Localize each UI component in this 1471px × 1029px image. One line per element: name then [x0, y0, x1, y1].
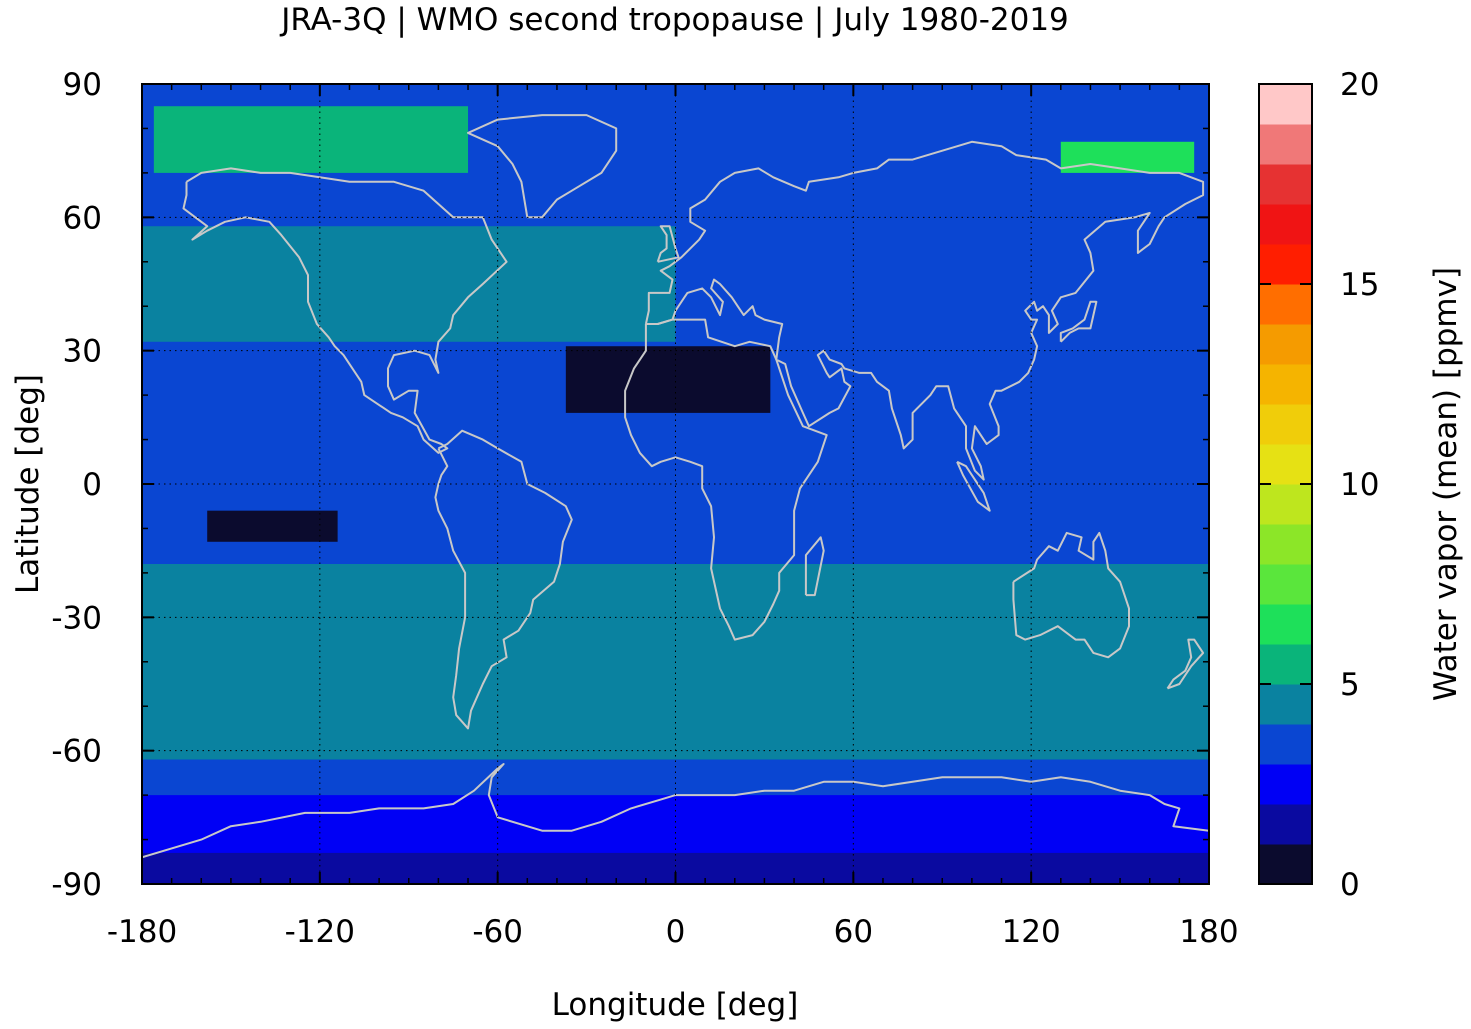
- x-tick-label: -120: [285, 914, 355, 950]
- coastline-10: [656, 225, 680, 263]
- x-tick-label: 60: [834, 914, 873, 950]
- y-tick-label: 90: [63, 67, 102, 103]
- coastline-2: [624, 318, 828, 641]
- colorbar-bin: [1259, 204, 1312, 245]
- coastline-9: [1059, 300, 1098, 343]
- colorbar-bin: [1259, 764, 1312, 805]
- y-tick-label: -60: [51, 734, 102, 770]
- colorbar-bin: [1259, 404, 1312, 445]
- y-tick-label: -30: [51, 600, 102, 636]
- field-region-sahara-dry-patch: [565, 346, 771, 413]
- coastline-3: [644, 140, 1205, 481]
- coastline-0: [182, 167, 508, 454]
- colorbar-bin: [1259, 804, 1312, 845]
- colorbar-bin: [1259, 604, 1312, 645]
- colorbar-bin: [1259, 484, 1312, 525]
- colorbar: [1258, 83, 1313, 885]
- colorbar-bin: [1259, 324, 1312, 365]
- coastline-7: [1166, 638, 1205, 690]
- colorbar-bin: [1259, 724, 1312, 765]
- field-region-arctic-moist-patch-2: [1060, 141, 1195, 173]
- colorbar-bin: [1259, 644, 1312, 685]
- coastlines: [142, 114, 1209, 859]
- colorbar-bin: [1259, 364, 1312, 405]
- y-tick-label: 0: [82, 467, 102, 503]
- colorbar-bin: [1259, 84, 1312, 125]
- colorbar-bin: [1259, 284, 1312, 325]
- x-tick-label: -180: [107, 914, 177, 950]
- field-region-arctic-moist-patch: [153, 106, 469, 173]
- colorbar-bin: [1259, 444, 1312, 485]
- colorbar-tick-label: 5: [1340, 667, 1360, 703]
- y-tick-label: 60: [63, 200, 102, 236]
- plot-area: [141, 83, 1210, 885]
- field-region-pacific-dry-patch: [207, 510, 338, 542]
- colorbar-ticks: 0 5 10 15 20: [1259, 67, 1379, 903]
- coastline-8: [956, 460, 991, 512]
- colorbar-bin: [1259, 164, 1312, 205]
- colorbar-bin: [1259, 124, 1312, 165]
- grid-lines: [142, 84, 1209, 884]
- y-tick-label: -90: [51, 867, 102, 903]
- y-tick-label: 30: [63, 334, 102, 370]
- colorbar-tick-label: 10: [1340, 467, 1379, 503]
- colorbar-tick-label: 0: [1340, 867, 1360, 903]
- chart-title: JRA-3Q | WMO second tropopause | July 19…: [279, 2, 1069, 38]
- x-tick-label: 0: [666, 914, 686, 950]
- colorbar-bin: [1259, 684, 1312, 725]
- x-axis-label: Longitude [deg]: [552, 987, 799, 1023]
- x-tick-label: -60: [472, 914, 523, 950]
- x-tick-label: 180: [1179, 914, 1238, 950]
- colorbar-tick-label: 15: [1340, 267, 1379, 303]
- x-tick-label: 120: [1002, 914, 1061, 950]
- colorbar-tick-label: 20: [1340, 67, 1379, 103]
- coastline-6: [142, 763, 1209, 859]
- colorbar-bin: [1259, 844, 1312, 885]
- coastline-5: [467, 114, 618, 219]
- y-axis-label: Latitude [deg]: [10, 374, 46, 594]
- colorbar-bin: [1259, 244, 1312, 285]
- colorbar-bin: [1259, 564, 1312, 605]
- x-axis-ticks: -180 -120 -60 0 60 120 180: [107, 84, 1239, 950]
- coastline-11: [804, 536, 825, 597]
- coastline-4: [1012, 531, 1130, 659]
- field-region-nh-midlat-band: [142, 226, 676, 342]
- colorbar-bin: [1259, 524, 1312, 565]
- colorbar-label: Water vapor (mean) [ppmv]: [1428, 267, 1464, 701]
- y-axis-ticks: 90 60 30 0 -30 -60 -90: [51, 67, 1209, 903]
